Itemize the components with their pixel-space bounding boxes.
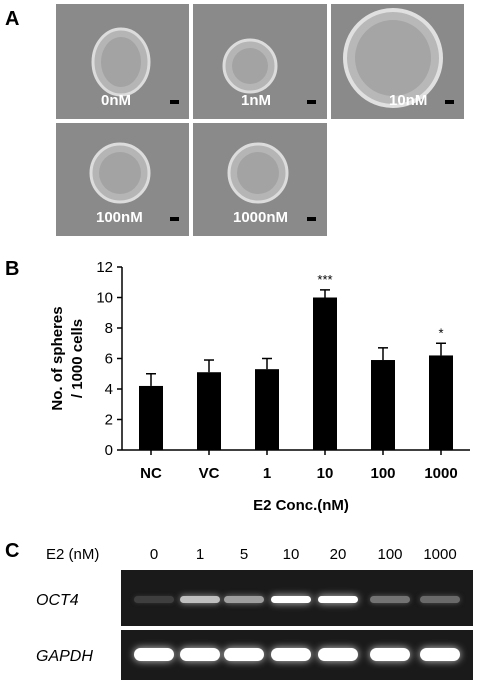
lane-label: 20 xyxy=(329,546,347,563)
significance-label: *** xyxy=(317,272,332,287)
x-tick-label: VC xyxy=(199,465,220,482)
micrograph-1000nm: 1000nM xyxy=(193,123,327,236)
panel-b-letter: B xyxy=(5,258,20,280)
gel-band xyxy=(134,648,174,661)
bar xyxy=(313,297,337,450)
scale-bar xyxy=(307,100,316,104)
sphere-image xyxy=(89,142,151,204)
gel-band xyxy=(180,648,220,661)
gel-band xyxy=(180,596,220,603)
sphere-image xyxy=(343,8,443,108)
gel-band xyxy=(420,596,460,603)
gene-label-oct4: OCT4 xyxy=(36,592,79,609)
micrograph-0nm: 0nM xyxy=(56,4,189,119)
y-tick-label: 12 xyxy=(96,259,113,276)
gel-band xyxy=(370,596,410,603)
bar xyxy=(255,369,279,450)
micrograph-label: 10nM xyxy=(389,92,428,109)
panel-c-letter: C xyxy=(5,540,20,562)
micrograph-label: 1nM xyxy=(241,92,271,109)
gel-band xyxy=(271,596,311,603)
lane-label: 1 xyxy=(195,546,205,563)
scale-bar xyxy=(445,100,454,104)
lane-label: 10 xyxy=(282,546,300,563)
gel-band xyxy=(318,648,358,661)
lane-label: 0 xyxy=(149,546,159,563)
gel-band xyxy=(370,648,410,661)
lane-label: 100 xyxy=(377,546,403,563)
bar xyxy=(139,385,163,450)
significance-label: * xyxy=(438,325,443,340)
gel-band xyxy=(318,596,358,603)
micrograph-10nm: 10nM xyxy=(331,4,464,119)
micrograph-100nm: 100nM xyxy=(56,123,189,236)
x-tick-label: NC xyxy=(140,465,162,482)
y-tick-label: 2 xyxy=(105,412,113,429)
sphere-image xyxy=(91,27,151,97)
micrograph-label: 100nM xyxy=(96,209,143,226)
y-axis-label-line: / 1000 cells xyxy=(69,319,86,398)
scale-bar xyxy=(307,217,316,221)
gel-band xyxy=(271,648,311,661)
y-tick-label: 6 xyxy=(105,351,113,368)
scale-bar xyxy=(170,217,179,221)
scale-bar xyxy=(170,100,179,104)
gel-band xyxy=(420,648,460,661)
x-tick-label: 100 xyxy=(370,465,395,482)
gene-label-gapdh: GAPDH xyxy=(36,648,93,665)
x-tick-label: 1000 xyxy=(424,465,457,482)
y-tick-label: 10 xyxy=(96,290,113,307)
y-tick-label: 4 xyxy=(105,381,113,398)
gel-band xyxy=(224,648,264,661)
lane-label: 1000 xyxy=(423,546,457,563)
y-axis-label-line: No. of spheres xyxy=(49,306,66,410)
x-tick-label: 10 xyxy=(317,465,334,482)
panel-a-letter: A xyxy=(5,8,20,30)
lane-label: 5 xyxy=(239,546,249,563)
y-tick-label: 0 xyxy=(105,442,113,459)
micrograph-label: 0nM xyxy=(101,92,131,109)
sphere-image xyxy=(222,38,278,94)
sphere-image xyxy=(227,142,289,204)
y-tick-label: 8 xyxy=(105,320,113,337)
gel-band xyxy=(224,596,264,603)
bar-chart: 0 2 4 6 8 10 12 NC VC 1 10 *** 100 1000 * E2 Conc.(nM) N… xyxy=(49,259,470,514)
micrograph-label: 1000nM xyxy=(233,209,289,226)
gel-oct4 xyxy=(121,570,473,626)
x-axis-label: E2 Conc.(nM) xyxy=(253,497,349,514)
gel-header-label: E2 (nM) xyxy=(46,546,100,563)
y-axis-label: No. of spheres/ 1000 cells xyxy=(49,306,86,410)
bar xyxy=(197,372,221,450)
micrograph-1nm: 1nM xyxy=(193,4,327,119)
gel-gapdh xyxy=(121,630,473,680)
bar xyxy=(429,355,453,450)
x-tick-label: 1 xyxy=(263,465,271,482)
bar xyxy=(371,360,395,450)
gel-band xyxy=(134,596,174,603)
